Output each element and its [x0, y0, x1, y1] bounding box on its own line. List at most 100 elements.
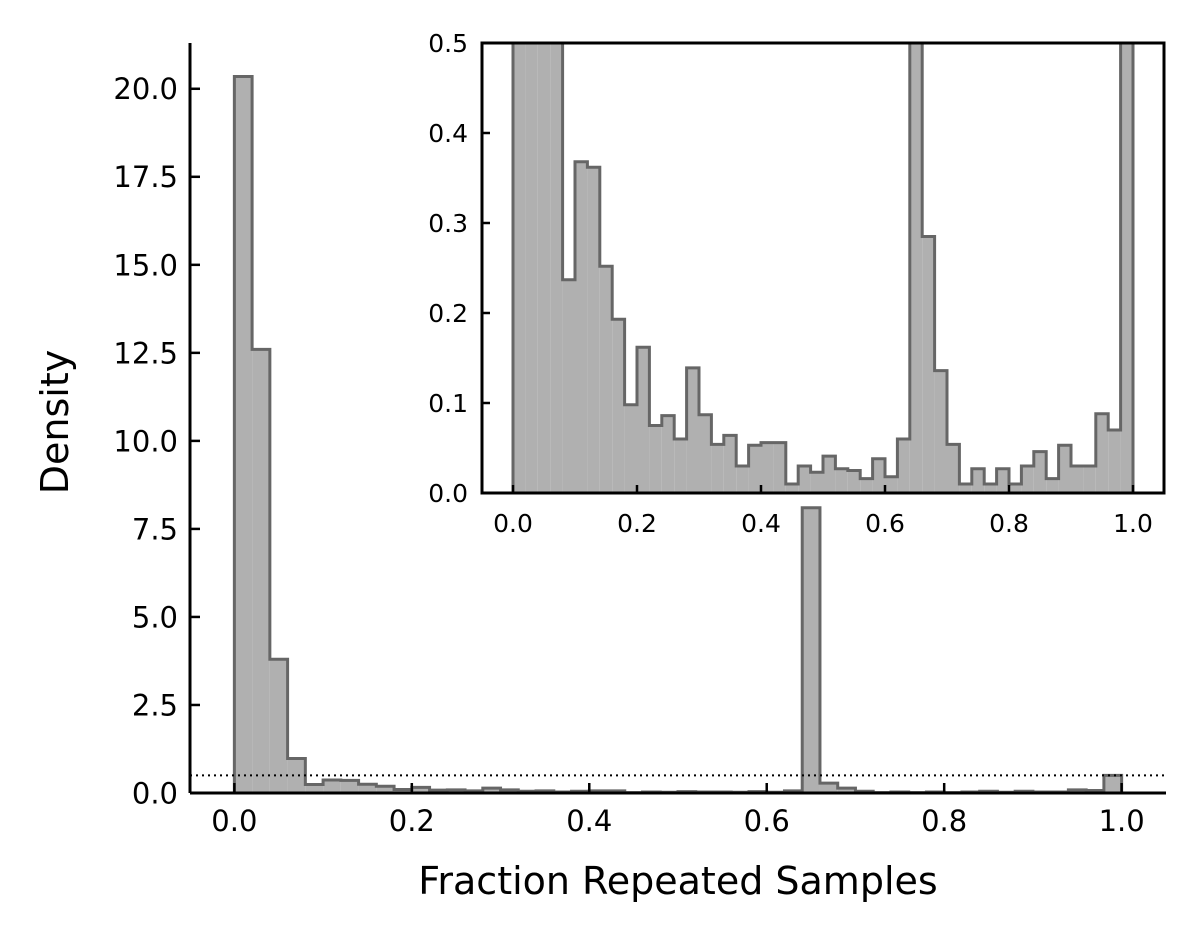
main-plot-panel: 0.0 0.2 0.4 0.6 0.8 1.0 0.0 2.5 5.0 7.5 10.0 12.5 1…: [33, 43, 1166, 903]
inset-bar: [984, 484, 997, 493]
inset-bar: [562, 279, 575, 493]
inset-bar: [909, 43, 923, 493]
main-bar: [340, 780, 359, 793]
inset-y-ticks: 0.0 0.1 0.2 0.3 0.4 0.5: [428, 29, 490, 508]
inset-axes: [480, 41, 1166, 495]
main-bar: [305, 784, 324, 793]
main-x-tick-label: 1.0: [1099, 804, 1145, 838]
inset-bar: [674, 439, 687, 493]
inset-bar: [835, 468, 848, 493]
main-x-tick-label: 0.6: [744, 804, 790, 838]
inset-bar: [971, 468, 985, 493]
inset-x-tick-label: 1.0: [1113, 509, 1153, 538]
inset-y-tick-label: 0.4: [428, 119, 468, 148]
inset-bar: [922, 236, 935, 493]
inset-bar: [823, 456, 836, 493]
inset-x-tick-label: 0.2: [617, 509, 657, 538]
main-bar: [411, 787, 430, 793]
inset-plot-panel: 0.0 0.2 0.4 0.6 0.8 1.0 0.0 0.1 0.2 0.3 0.4 0.5: [428, 29, 1166, 538]
main-y-tick-label: 2.5: [132, 688, 178, 722]
inset-bar: [587, 167, 600, 493]
inset-bar: [699, 414, 712, 493]
inset-bar: [761, 442, 774, 493]
main-bar: [1068, 789, 1087, 793]
inset-bar: [785, 484, 799, 493]
inset-bar: [748, 445, 761, 493]
main-bar: [376, 786, 395, 793]
inset-bar-outline: [511, 43, 1135, 493]
main-bar: [447, 789, 466, 793]
inset-bar: [736, 466, 749, 493]
main-bar: [500, 789, 519, 793]
main-x-tick-label: 0.2: [389, 804, 435, 838]
inset-bar: [847, 470, 861, 493]
main-y-tick-label: 7.5: [132, 512, 178, 546]
inset-bar: [1009, 484, 1022, 493]
inset-bar: [711, 444, 724, 493]
inset-bar: [1033, 451, 1047, 493]
inset-bar: [959, 484, 972, 493]
inset-bar: [1046, 478, 1059, 493]
inset-bar: [1058, 445, 1071, 493]
main-bar: [1103, 775, 1122, 793]
inset-y-tick-label: 0.1: [428, 389, 468, 418]
main-y-ticks: 0.0 2.5 5.0 7.5 10.0 12.5 15.0 17.5 20.0: [113, 72, 200, 810]
inset-x-tick-label: 0.6: [865, 509, 905, 538]
inset-x-tick-label: 0.4: [741, 509, 781, 538]
inset-bar: [599, 266, 613, 493]
main-y-tick-label: 20.0: [113, 72, 178, 106]
inset-x-tick-label: 0.8: [989, 509, 1029, 538]
inset-histogram-bars: [511, 43, 1135, 493]
inset-bar: [872, 458, 885, 493]
inset-y-tick-label: 0.2: [428, 299, 468, 328]
inset-bar: [996, 468, 1009, 493]
inset-bar: [612, 319, 625, 493]
inset-bar: [885, 476, 898, 493]
inset-bar: [649, 425, 662, 493]
main-bar: [287, 758, 306, 793]
inset-bar: [860, 478, 873, 493]
main-y-tick-label: 5.0: [132, 600, 178, 634]
inset-bar: [723, 435, 737, 493]
inset-bar: [525, 43, 538, 493]
inset-bar: [947, 444, 960, 493]
main-bar: [269, 659, 288, 793]
inset-bar: [686, 367, 699, 493]
inset-bar: [1083, 466, 1096, 493]
inset-bar: [1021, 466, 1034, 493]
main-y-tick-label: 15.0: [113, 248, 178, 282]
inset-bar: [1071, 466, 1084, 493]
main-y-axis-label: Density: [33, 350, 77, 494]
main-bar: [394, 789, 412, 793]
main-bar: [323, 779, 341, 793]
main-bar: [358, 784, 377, 793]
main-x-tick-label: 0.8: [921, 804, 967, 838]
inset-x-ticks: 0.0 0.2 0.4 0.6 0.8 1.0: [493, 485, 1153, 538]
inset-bar: [537, 43, 551, 493]
inset-bar: [897, 439, 910, 493]
main-y-tick-label: 0.0: [132, 776, 178, 810]
inset-bar: [550, 43, 563, 493]
inset-y-tick-label: 0.0: [428, 479, 468, 508]
inset-bar: [1108, 430, 1121, 493]
inset-bar: [624, 404, 637, 493]
inset-bar: [1095, 413, 1109, 493]
main-y-tick-label: 10.0: [113, 424, 178, 458]
main-x-tick-label: 0.0: [211, 804, 257, 838]
inset-bar: [513, 43, 526, 493]
main-bar: [234, 76, 253, 794]
main-bar: [252, 349, 270, 793]
main-x-axis-label: Fraction Repeated Samples: [418, 859, 937, 903]
inset-bar: [637, 347, 650, 493]
inset-y-tick-label: 0.5: [428, 29, 468, 58]
inset-frame: [480, 41, 1166, 495]
main-x-ticks: 0.0 0.2 0.4 0.6 0.8 1.0: [211, 783, 1145, 838]
main-bar: [837, 788, 856, 793]
inset-bar: [661, 415, 675, 493]
main-y-tick-label: 12.5: [113, 336, 178, 370]
inset-bar: [934, 370, 947, 493]
main-x-tick-label: 0.4: [566, 804, 612, 838]
main-bar: [802, 507, 820, 793]
inset-bar: [773, 442, 786, 493]
